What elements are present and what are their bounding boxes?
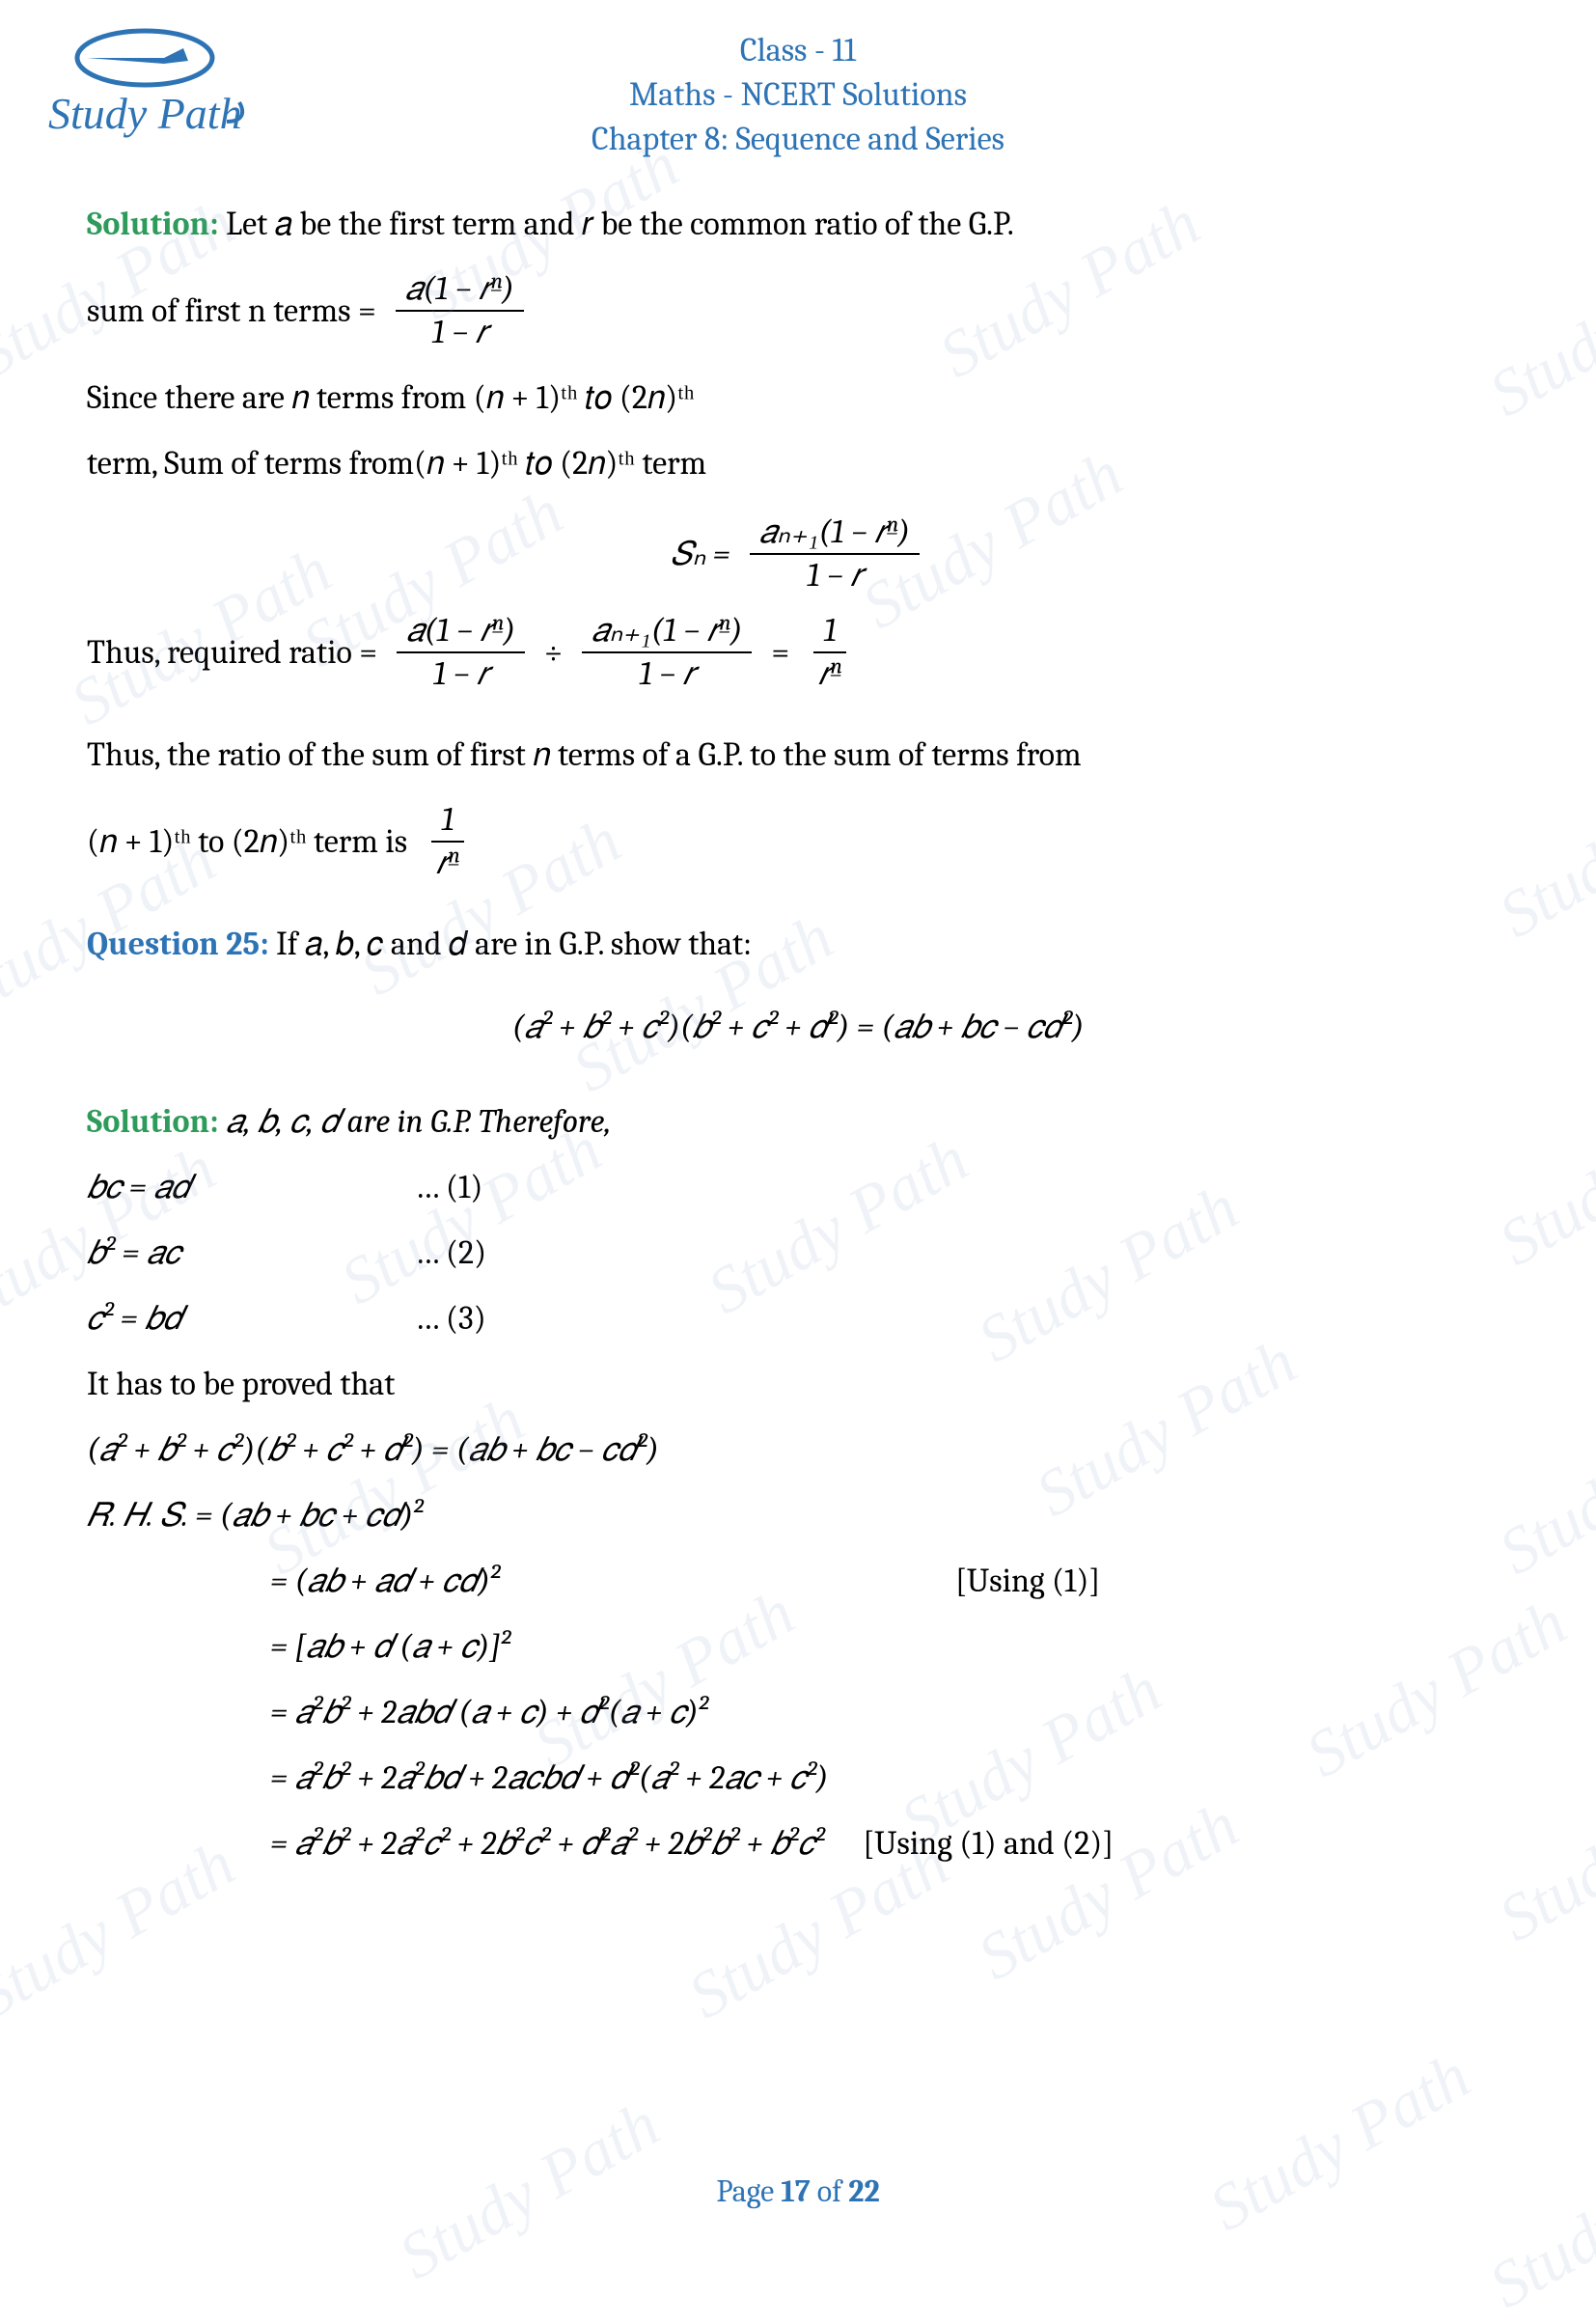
step-note: [Using (1)] <box>955 1548 1100 1614</box>
footer-prefix: Page <box>716 2173 781 2209</box>
numerator: 𝑎ₙ₊₁(1 − 𝑟ⁿ) <box>750 513 920 555</box>
denominator: 1 − 𝑟 <box>797 555 872 595</box>
eq-tag: … (1) <box>415 1154 482 1220</box>
eq-tag: … (2) <box>415 1220 486 1286</box>
term-sum-line: term, Sum of terms from(𝑛 + 1)ᵗʰ 𝑡𝑜 (2𝑛)… <box>87 430 1509 496</box>
eq-3: 𝑐² = 𝑏𝑑 … (3) <box>87 1286 1509 1351</box>
fraction: 𝑎ₙ₊₁(1 − 𝑟ⁿ) 1 − 𝑟 <box>582 612 752 693</box>
equals-symbol: = <box>771 620 789 685</box>
proved-equation: (𝑎² + 𝑏² + 𝑐²)(𝑏² + 𝑐² + 𝑑²) = (𝑎𝑏 + 𝑏𝑐 … <box>87 1417 1509 1482</box>
denominator: 1 − 𝑟 <box>629 653 704 693</box>
sum-prefix: sum of first n terms = <box>87 278 376 344</box>
header-subject: Maths - NCERT Solutions <box>0 73 1596 118</box>
fraction: 𝑎ₙ₊₁(1 − 𝑟ⁿ) 1 − 𝑟 <box>750 513 920 595</box>
header-class: Class - 11 <box>0 29 1596 73</box>
step-expr: = (𝑎𝑏 + 𝑎𝑑 + 𝑐𝑑)² <box>87 1548 955 1614</box>
conclusion-prefix: (𝑛 + 1)ᵗʰ to (2𝑛)ᵗʰ term is <box>87 809 407 874</box>
sum-formula: sum of first n terms = 𝑎(1 − 𝑟ⁿ) 1 − 𝑟 <box>87 270 1509 351</box>
denominator: 𝑟ⁿ <box>809 653 851 693</box>
numerator: 1 <box>431 801 463 843</box>
divide-symbol: ÷ <box>544 620 563 685</box>
denominator: 1 − 𝑟 <box>422 312 497 351</box>
eq-tag: … (3) <box>415 1286 486 1351</box>
step-4: = 𝑎²𝑏² + 2𝑎²𝑏𝑑 + 2𝑎𝑐𝑏𝑑 + 𝑑²(𝑎² + 2𝑎𝑐 + 𝑐… <box>87 1745 1509 1811</box>
step-1: = (𝑎𝑏 + 𝑎𝑑 + 𝑐𝑑)² [Using (1)] <box>87 1548 1509 1614</box>
eq-2: 𝑏² = 𝑎𝑐 … (2) <box>87 1220 1509 1286</box>
fraction: 𝑎(1 − 𝑟ⁿ) 1 − 𝑟 <box>397 612 525 693</box>
footer-current: 17 <box>781 2173 810 2209</box>
solution-intro: Solution: Let 𝑎 be the first term and 𝑟 … <box>87 191 1509 257</box>
since-line: Since there are 𝑛 terms from (𝑛 + 1)ᵗʰ 𝑡… <box>87 365 1509 430</box>
fraction: 1 𝑟ⁿ <box>427 801 469 882</box>
footer-total: 22 <box>848 2173 879 2209</box>
header-chapter: Chapter 8: Sequence and Series <box>0 118 1596 162</box>
watermark: Study Path <box>1476 2115 1596 2324</box>
fraction: 𝑎(1 − 𝑟ⁿ) 1 − 𝑟 <box>396 270 524 351</box>
page-footer: Page 17 of 22 <box>0 2173 1596 2209</box>
rhs-start: 𝑅. 𝐻. 𝑆. = (𝑎𝑏 + 𝑏𝑐 + 𝑐𝑑)² <box>87 1482 1509 1548</box>
solution25-text: 𝑎, 𝑏, 𝑐, 𝑑 are in G.P. Therefore, <box>219 1102 612 1141</box>
denominator: 𝑟ⁿ <box>427 843 469 882</box>
solution-label: Solution: <box>87 1102 219 1141</box>
question-label: Question 25: <box>87 925 269 963</box>
page-content: Solution: Let 𝑎 be the first term and 𝑟 … <box>0 162 1596 1877</box>
page-header: Class - 11 Maths - NCERT Solutions Chapt… <box>0 0 1596 162</box>
numerator: 𝑎ₙ₊₁(1 − 𝑟ⁿ) <box>582 612 752 653</box>
step-expr: = 𝑎²𝑏² + 2𝑎²𝑐² + 2𝑏²𝑐² + 𝑑²𝑎² + 2𝑏²𝑏² + … <box>87 1811 824 1876</box>
conclusion-line2: (𝑛 + 1)ᵗʰ to (2𝑛)ᵗʰ term is 1 𝑟ⁿ <box>87 801 1509 882</box>
step-3: = 𝑎²𝑏² + 2𝑎𝑏𝑑 (𝑎 + 𝑐) + 𝑑²(𝑎 + 𝑐)² <box>87 1679 1509 1745</box>
eq-lhs: 𝑐² = 𝑏𝑑 <box>87 1286 415 1351</box>
sn-formula: 𝑆ₙ = 𝑎ₙ₊₁(1 − 𝑟ⁿ) 1 − 𝑟 <box>87 513 1509 595</box>
solution-text: Let 𝑎 be the first term and 𝑟 be the com… <box>219 205 1014 243</box>
sn-label: 𝑆ₙ = <box>671 521 730 587</box>
fraction: 1 𝑟ⁿ <box>809 612 851 693</box>
ratio-prefix: Thus, required ratio = <box>87 620 377 685</box>
proved-label: It has to be proved that <box>87 1351 1509 1417</box>
numerator: 𝑎(1 − 𝑟ⁿ) <box>397 612 525 653</box>
watermark: Study Path <box>1197 2037 1482 2247</box>
ratio-line: Thus, required ratio = 𝑎(1 − 𝑟ⁿ) 1 − 𝑟 ÷… <box>87 612 1509 693</box>
q25-equation: (𝑎² + 𝑏² + 𝑐²)(𝑏² + 𝑐² + 𝑑²) = (𝑎𝑏 + 𝑏𝑐 … <box>87 994 1509 1060</box>
eq-1: 𝑏𝑐 = 𝑎𝑑 … (1) <box>87 1154 1509 1220</box>
step-5: = 𝑎²𝑏² + 2𝑎²𝑐² + 2𝑏²𝑐² + 𝑑²𝑎² + 2𝑏²𝑏² + … <box>87 1811 1509 1876</box>
step-2: = [𝑎𝑏 + 𝑑 (𝑎 + 𝑐)]² <box>87 1614 1509 1679</box>
step-note: [Using (1) and (2)] <box>863 1811 1114 1876</box>
solution-label: Solution: <box>87 205 219 243</box>
question-text: If 𝑎, 𝑏, 𝑐 and 𝑑 are in G.P. show that: <box>269 925 752 963</box>
footer-of: of <box>811 2173 848 2209</box>
question-25: Question 25: If 𝑎, 𝑏, 𝑐 and 𝑑 are in G.P… <box>87 911 1509 977</box>
numerator: 𝑎(1 − 𝑟ⁿ) <box>396 270 524 312</box>
denominator: 1 − 𝑟 <box>424 653 499 693</box>
conclusion-line1: Thus, the ratio of the sum of first 𝑛 te… <box>87 722 1509 788</box>
numerator: 1 <box>813 612 845 653</box>
eq-lhs: 𝑏² = 𝑎𝑐 <box>87 1220 415 1286</box>
eq-lhs: 𝑏𝑐 = 𝑎𝑑 <box>87 1154 415 1220</box>
solution25-intro: Solution: 𝑎, 𝑏, 𝑐, 𝑑 are in G.P. Therefo… <box>87 1089 1509 1154</box>
